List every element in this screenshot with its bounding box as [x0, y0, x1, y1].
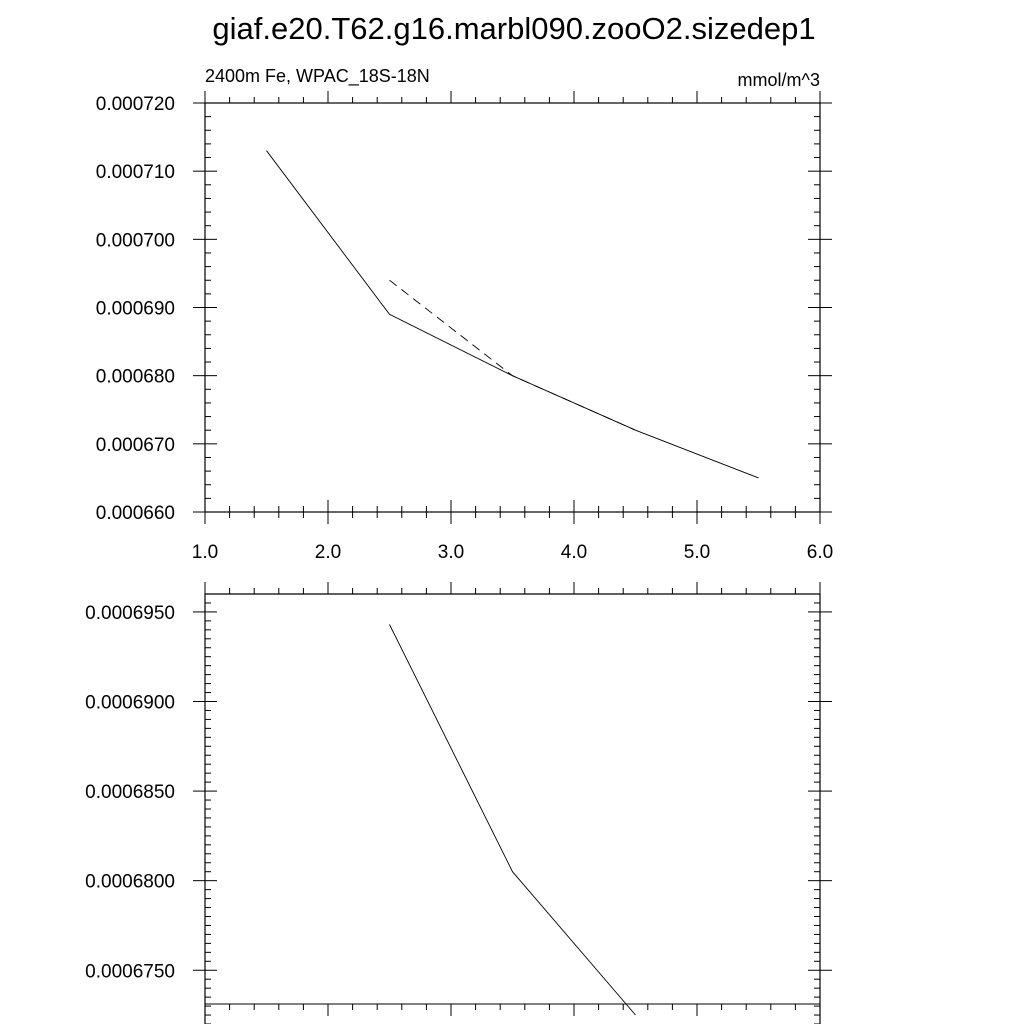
top-series-2-line	[389, 279, 636, 431]
top-y-tick-label: 0.000710	[96, 162, 175, 183]
top-x-tick-label: 4.0	[561, 542, 587, 563]
bottom-y-tick-label: 0.0006900	[85, 693, 175, 714]
bottom-y-tick-label: 0.0006800	[85, 872, 175, 893]
top-x-tick-label: 1.0	[192, 542, 218, 563]
top-y-tick-label: 0.000660	[96, 503, 175, 524]
top-x-tick-label: 2.0	[315, 542, 341, 563]
top-plot-frame	[204, 102, 821, 513]
bottom-plot-frame	[204, 593, 821, 1024]
top-y-tick-label: 0.000670	[96, 435, 175, 456]
bottom-y-tick-label: 0.0006850	[85, 782, 175, 803]
top-y-tick-label: 0.000700	[96, 230, 175, 251]
bottom-y-tick-label: 0.0006750	[85, 961, 175, 982]
top-series-1-line	[266, 150, 759, 479]
bottom-chart-panel: 0.0006750 0.0006800 0.0006850 0.0006900 0.00…	[85, 582, 832, 1024]
bottom-series-1-line	[389, 624, 636, 1016]
top-x-tick-label: 6.0	[807, 542, 833, 563]
top-y-tick-label: 0.000720	[96, 94, 175, 115]
top-x-tick-label: 5.0	[684, 542, 710, 563]
top-x-tick-label: 3.0	[438, 542, 464, 563]
top-y-tick-label: 0.000690	[96, 299, 175, 320]
figure-title: giaf.e20.T62.g16.marbl090.zooO2.sizedep1	[212, 11, 815, 46]
top-units-label: mmol/m^3	[738, 70, 820, 90]
top-y-tick-label: 0.000680	[96, 367, 175, 388]
bottom-y-tick-label: 0.0006950	[85, 603, 175, 624]
top-left-label: 2400m Fe, WPAC_18S-18N	[205, 66, 430, 87]
top-chart-panel: 2400m Fe, WPAC_18S-18N mmol/m^3 1.0 2.0 3.…	[96, 66, 833, 563]
